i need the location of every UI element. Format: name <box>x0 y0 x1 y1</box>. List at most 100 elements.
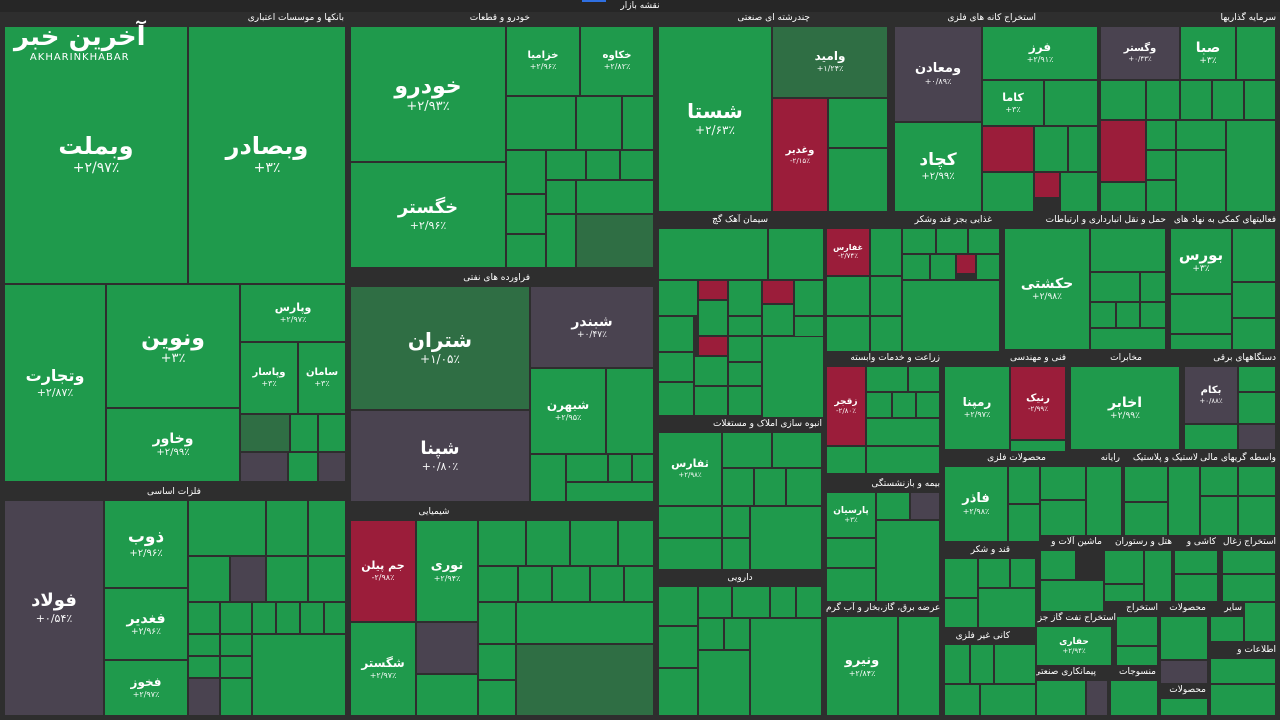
tile-dey[interactable] <box>240 414 290 452</box>
tile-vamid[interactable]: وامید +۱/۲۴٪ <box>772 26 888 98</box>
tile-fsoz[interactable] <box>324 602 346 634</box>
tile-skhazar[interactable] <box>698 300 728 336</box>
tile-fsana[interactable] <box>220 634 252 656</box>
tile-ghpina[interactable] <box>826 316 870 352</box>
tile-zagol[interactable] <box>826 446 866 474</box>
tile-chadan[interactable] <box>1008 466 1040 504</box>
tile-tiles-s1[interactable] <box>1174 574 1218 602</box>
tile-khoshar[interactable] <box>546 214 576 268</box>
tile-tapiko[interactable] <box>570 520 618 566</box>
tile-sefars[interactable]: ثفارس +۲/۹۸٪ <box>658 432 722 506</box>
tile-oil-small[interactable] <box>632 454 654 482</box>
tile-khavar[interactable] <box>506 96 576 150</box>
tile-behpak[interactable] <box>902 228 936 254</box>
tile-kiana[interactable] <box>1146 120 1176 150</box>
tile-varas[interactable] <box>1238 496 1276 536</box>
tile-hkeshti[interactable]: حکشتی +۲/۹۸٪ <box>1004 228 1090 350</box>
tile-sugar-s3[interactable] <box>978 588 1036 628</box>
tile-satamid[interactable] <box>722 538 750 570</box>
tile-mining-red[interactable] <box>1034 172 1060 198</box>
tile-kekhaak[interactable] <box>1174 550 1218 574</box>
tile-mining-small[interactable] <box>1060 172 1098 212</box>
tile-satik[interactable] <box>658 280 698 316</box>
tile-bmolad[interactable] <box>898 616 940 716</box>
tile-vashal[interactable] <box>1238 466 1276 496</box>
tile-kala[interactable] <box>1232 282 1276 318</box>
tile-semaskan[interactable] <box>658 506 722 538</box>
tile-fbahonar[interactable] <box>188 500 266 556</box>
tile-agri-small-2[interactable] <box>866 446 940 474</box>
tile-kegel[interactable] <box>1034 126 1068 172</box>
tile-ftoolad[interactable]: فولاد +۰/۵۴٪ <box>4 500 104 716</box>
tile-chakad[interactable] <box>1160 616 1208 660</box>
tile-pakerman[interactable] <box>1124 502 1168 536</box>
tile-aux-s1[interactable] <box>1170 334 1232 350</box>
tile-kenor[interactable] <box>982 126 1034 172</box>
tile-fsepolad[interactable] <box>308 500 346 556</box>
tile-damin[interactable] <box>698 586 732 618</box>
tile-vbank[interactable] <box>828 148 888 212</box>
tile-zakesht[interactable] <box>892 392 916 418</box>
tile-khodro[interactable]: خودرو +۲/۹۳٪ <box>350 26 506 162</box>
tile-kalar[interactable] <box>944 644 970 684</box>
tile-shpena[interactable]: شپنا +۰/۸۰٪ <box>350 410 530 502</box>
tile-pakvir[interactable] <box>1124 466 1168 502</box>
tile-vday[interactable] <box>826 538 876 568</box>
tile-comp-small[interactable] <box>1086 466 1122 536</box>
tile-shiraz-oil[interactable] <box>608 454 632 482</box>
tile-shesfa[interactable] <box>530 454 566 502</box>
tile-ghaz[interactable] <box>968 228 1000 254</box>
tile-kheybam[interactable] <box>622 96 654 150</box>
tile-khgostar[interactable]: خگستر +۲/۹۶٪ <box>350 162 506 268</box>
tile-kermasha[interactable] <box>526 520 570 566</box>
tile-ghalis[interactable] <box>936 228 968 254</box>
tile-arfa[interactable] <box>252 602 276 634</box>
tile-vmahan[interactable] <box>1212 80 1244 120</box>
tile-pardakht[interactable] <box>1040 466 1086 500</box>
tile-fkhoz[interactable]: فخوز +۲/۹۷٪ <box>104 660 188 716</box>
tile-sisco[interactable] <box>188 556 230 602</box>
tile-sahmoz[interactable] <box>658 382 694 416</box>
tile-kasra[interactable] <box>970 644 994 684</box>
tile-shafara[interactable] <box>590 566 624 602</box>
tile-zkovar[interactable] <box>866 366 908 392</box>
tile-ghgol[interactable] <box>902 254 930 280</box>
tile-khbinan[interactable] <box>506 194 546 234</box>
tile-elec-small[interactable] <box>1238 424 1276 450</box>
tile-kegaz[interactable] <box>944 684 980 716</box>
tile-kamase[interactable] <box>1116 616 1158 646</box>
tile-shavan[interactable] <box>566 454 608 482</box>
tile-misc-s3[interactable] <box>1160 698 1208 716</box>
tile-vorna[interactable] <box>620 150 654 180</box>
tile-tapsico[interactable] <box>1068 126 1098 172</box>
tile-food-s2[interactable] <box>976 254 1000 280</box>
tile-shgostar[interactable]: شگستر +۲/۹۷٪ <box>350 622 416 716</box>
tile-akhaber[interactable]: اخابر +۲/۹۹٪ <box>1070 366 1180 450</box>
tile-daraz[interactable] <box>658 668 698 716</box>
tile-sadbir[interactable] <box>762 304 794 336</box>
tile-trans-s1[interactable] <box>1116 302 1140 328</box>
tile-karvir[interactable] <box>1222 574 1276 602</box>
tile-rampna[interactable]: رمپنا +۲/۹۷٪ <box>944 366 1010 450</box>
tile-pardis[interactable] <box>1244 80 1276 120</box>
tile-vmaaden[interactable]: ومعادن +۰/۸۹٪ <box>894 26 982 122</box>
tile-dtipiko[interactable] <box>732 586 770 618</box>
tile-finta[interactable] <box>300 602 324 634</box>
tile-ghalbar[interactable] <box>870 316 902 352</box>
tile-pharma-small-2[interactable] <box>698 650 750 716</box>
tile-ghsalam[interactable] <box>870 276 902 316</box>
tile-vsabah[interactable] <box>1146 80 1180 120</box>
tile-nonmetal-small[interactable] <box>980 684 1036 716</box>
tile-food-red[interactable] <box>956 254 976 274</box>
tile-kerman[interactable] <box>1222 550 1276 574</box>
tile-arya[interactable] <box>624 566 654 602</box>
tile-dasina[interactable] <box>658 626 698 668</box>
tile-toosan[interactable] <box>1040 500 1086 536</box>
tile-ghajar[interactable] <box>978 558 1010 588</box>
tile-ghfars[interactable]: غفارس -۲/۷۴٪ <box>826 228 870 276</box>
tile-vtooan[interactable] <box>876 492 910 520</box>
tile-tapmo[interactable] <box>1040 550 1076 580</box>
tile-dana[interactable] <box>910 492 940 520</box>
tile-bourse[interactable]: بورس +۳٪ <box>1170 228 1232 294</box>
tile-sfars[interactable] <box>658 228 768 280</box>
